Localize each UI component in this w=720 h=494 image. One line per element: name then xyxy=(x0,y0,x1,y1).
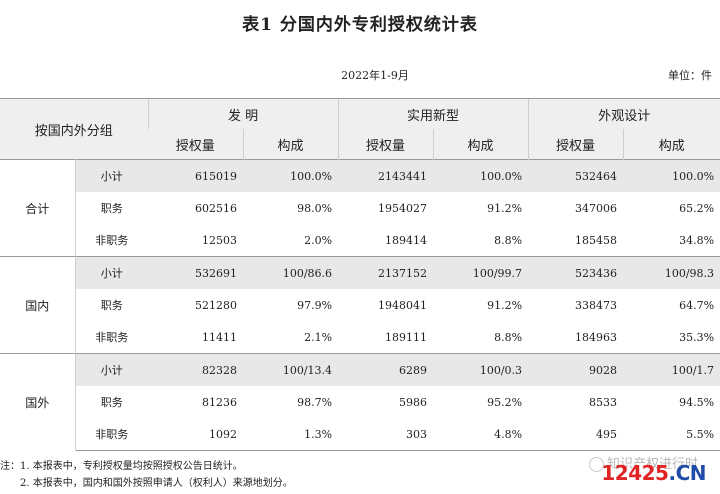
grant-count-cell: 2143441 xyxy=(338,159,434,192)
table-title: 表1 分国内外专利授权统计表 xyxy=(242,15,478,35)
grant-count-cell: 12503 xyxy=(202,233,238,247)
subheader-share: 构成 xyxy=(622,129,720,160)
row-label: 非职务 xyxy=(75,418,149,451)
share-cell: 100/99.7 xyxy=(433,256,529,289)
share-cell: 100/0.3 xyxy=(433,353,529,386)
row-label: 职务 xyxy=(100,299,123,312)
share-cell: 35.3% xyxy=(679,330,715,344)
grant-count-cell: 532691 xyxy=(148,256,244,289)
subheader-share: 构成 xyxy=(432,129,529,160)
share-cell: 34.8% xyxy=(679,233,715,247)
grant-count-cell: 1948041 xyxy=(378,298,428,312)
row-label: 小计 xyxy=(75,159,149,192)
share-cell: 100.0% xyxy=(623,159,720,192)
row-label: 小计 xyxy=(75,256,149,289)
share-cell: 95.2% xyxy=(487,395,523,409)
footnote: 2. 本报表中，国内和国外按照申请人（权利人）来源地划分。 xyxy=(0,478,293,489)
grant-count-cell: 532464 xyxy=(528,159,624,192)
table-row: 非职务 11411 2.1% 189111 8.8% 184963 35.3% xyxy=(0,321,720,354)
grant-count-cell: 602516 xyxy=(195,201,238,215)
patent-statistics-table: 按国内外分组 发 明 实用新型 外观设计 授权量 构成 授权量 构成 授权量 构… xyxy=(0,98,720,451)
logo-number: 12425 xyxy=(601,461,669,485)
table-row: 职务 81236 98.7% 5986 95.2% 8533 94.5% xyxy=(0,386,720,418)
grant-count-cell: 1954027 xyxy=(378,201,428,215)
category-header-design: 外观设计 xyxy=(527,98,720,129)
share-cell: 4.8% xyxy=(433,418,529,451)
watermark-text: 知识产权进行时 xyxy=(606,457,698,472)
group-column-header: 按国内外分组 xyxy=(0,98,149,160)
share-cell: 8.8% xyxy=(494,330,523,344)
table-row: 职务 521280 97.9% 1948041 91.2% 338473 64.7% xyxy=(0,289,720,321)
table-row: 国内 小计 532691 100/86.6 2137152 100/99.7 523436 1… xyxy=(0,256,720,354)
row-label: 非职务 xyxy=(95,331,129,344)
grant-count-cell: 6289 xyxy=(338,353,434,386)
share-cell: 100/13.4 xyxy=(243,353,339,386)
footnotes: 注：1. 本报表中，专利授权量均按照授权公告日统计。 2. 本报表中，国内和国外… xyxy=(0,458,293,492)
share-cell: 100/98.3 xyxy=(623,256,720,289)
category-header-invention: 发 明 xyxy=(147,98,339,129)
grant-count-cell: 185458 xyxy=(575,233,618,247)
group-label: 国内 xyxy=(0,256,76,354)
grant-count-cell: 82328 xyxy=(148,353,244,386)
share-cell: 100/1.7 xyxy=(623,353,720,386)
share-cell: 2.1% xyxy=(304,330,333,344)
share-cell: 5.5% xyxy=(623,418,720,451)
grant-count-cell: 189414 xyxy=(385,233,428,247)
group-label: 合计 xyxy=(0,159,76,257)
subheader-share: 构成 xyxy=(242,129,339,160)
row-label: 非职务 xyxy=(95,234,129,247)
grant-count-cell: 347006 xyxy=(575,201,618,215)
grant-count-cell: 189111 xyxy=(385,330,428,344)
share-cell: 100.0% xyxy=(243,159,339,192)
grant-count-cell: 523436 xyxy=(528,256,624,289)
share-cell: 64.7% xyxy=(679,298,715,312)
grant-count-cell: 1092 xyxy=(148,418,244,451)
site-logo: 12425.CN xyxy=(601,461,706,485)
row-label: 职务 xyxy=(100,202,123,215)
share-cell: 97.9% xyxy=(297,298,333,312)
row-label: 职务 xyxy=(100,396,123,409)
unit-label: 单位：件 xyxy=(668,69,712,82)
group-label: 国外 xyxy=(0,353,76,451)
grant-count-cell: 11411 xyxy=(202,330,238,344)
share-cell: 94.5% xyxy=(679,395,715,409)
grant-count-cell: 303 xyxy=(338,418,434,451)
grant-count-cell: 9028 xyxy=(528,353,624,386)
subheader-grants: 授权量 xyxy=(148,129,244,160)
footnote: 注：1. 本报表中，专利授权量均按照授权公告日统计。 xyxy=(0,461,243,472)
share-cell: 8.8% xyxy=(494,233,523,247)
subheader-grants: 授权量 xyxy=(337,129,434,160)
grant-count-cell: 615019 xyxy=(148,159,244,192)
subheader-grants: 授权量 xyxy=(527,129,624,160)
share-cell: 100.0% xyxy=(433,159,529,192)
table-row: 国外 小计 82328 100/13.4 6289 100/0.3 9028 100/1.7 xyxy=(0,353,720,451)
share-cell: 91.2% xyxy=(487,298,523,312)
share-cell: 65.2% xyxy=(679,201,715,215)
grant-count-cell: 521280 xyxy=(195,298,238,312)
share-cell: 98.0% xyxy=(297,201,333,215)
watermark: 知识产权进行时 xyxy=(588,453,698,472)
share-cell: 2.0% xyxy=(304,233,333,247)
wechat-icon xyxy=(588,457,604,472)
logo-domain: .CN xyxy=(668,461,706,485)
grant-count-cell: 2137152 xyxy=(338,256,434,289)
report-period: 2022年1-9月 xyxy=(341,69,409,82)
share-cell: 98.7% xyxy=(297,395,333,409)
grant-count-cell: 338473 xyxy=(575,298,618,312)
table-row: 非职务 12503 2.0% 189414 8.8% 185458 34.8% xyxy=(0,224,720,257)
share-cell: 100/86.6 xyxy=(243,256,339,289)
share-cell: 91.2% xyxy=(487,201,523,215)
grant-count-cell: 8533 xyxy=(589,395,618,409)
table-row: 非职务 1092 1.3% 303 4.8% 495 5.5% xyxy=(0,418,720,451)
row-label: 小计 xyxy=(75,353,149,386)
table-row: 职务 602516 98.0% 1954027 91.2% 347006 65.2% xyxy=(0,192,720,224)
share-cell: 1.3% xyxy=(243,418,339,451)
category-header-utility-model: 实用新型 xyxy=(337,98,529,129)
grant-count-cell: 184963 xyxy=(575,330,618,344)
table-row: 合计 小计 615019 100.0% 2143441 100.0% 532464 100.0… xyxy=(0,159,720,257)
grant-count-cell: 81236 xyxy=(202,395,238,409)
grant-count-cell: 5986 xyxy=(399,395,428,409)
grant-count-cell: 495 xyxy=(528,418,624,451)
